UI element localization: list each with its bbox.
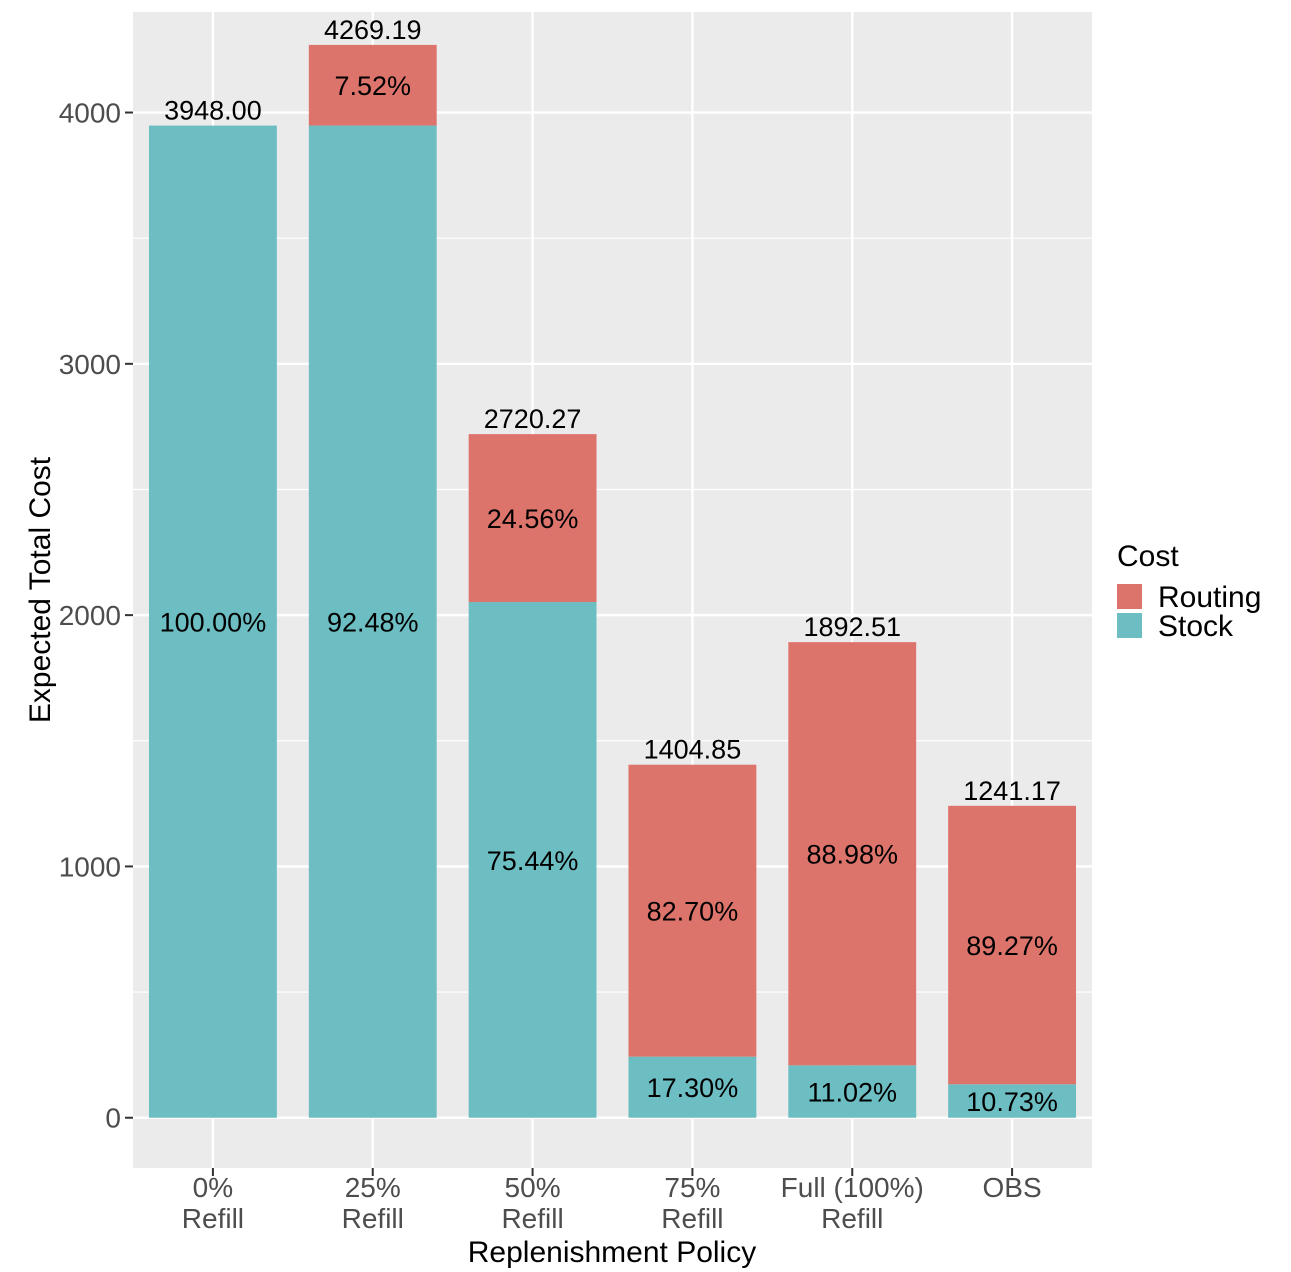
bar-routing [308, 44, 437, 126]
total-label: 1404.85 [644, 735, 742, 765]
bar-routing [628, 764, 757, 1057]
y-axis: 0 1000 2000 3000 4000 [59, 98, 133, 1134]
pct-label-routing: 24.56% [487, 504, 579, 534]
pct-label-routing: 82.70% [647, 897, 739, 927]
pct-label-stock: 100.00% [160, 608, 267, 638]
y-axis-title: Expected Total Cost [24, 456, 57, 723]
bar-stock [148, 125, 277, 1118]
legend-key-stock [1117, 613, 1142, 638]
x-tick-label: Refill [501, 1203, 563, 1234]
x-tick-label: 50% [505, 1172, 561, 1203]
bar-stock [308, 125, 437, 1118]
x-axis-title: Replenishment Policy [468, 1236, 756, 1269]
x-tick-label: 25% [345, 1172, 401, 1203]
pct-label-stock: 75.44% [487, 846, 579, 876]
total-label: 2720.27 [484, 404, 582, 434]
legend-title: Cost [1117, 540, 1179, 573]
pct-label-stock: 10.73% [966, 1087, 1058, 1117]
y-tick-label: 2000 [59, 600, 121, 631]
pct-label-routing: 88.98% [806, 840, 898, 870]
bar-routing [468, 434, 597, 603]
total-label: 1241.17 [963, 776, 1061, 806]
grid-minor [133, 237, 1092, 993]
total-label: 1892.51 [803, 612, 901, 642]
bar-stock [948, 1084, 1077, 1118]
y-tick-label: 1000 [59, 851, 121, 882]
x-tick-label: Refill [821, 1203, 883, 1234]
y-tick-label: 4000 [59, 98, 121, 129]
bar-labels: 3948.00 100.00% 4269.19 92.48% 7.52% 2720.27 7… [160, 15, 1061, 1117]
legend-label-routing: Routing [1158, 581, 1261, 614]
x-tick-label: Refill [182, 1203, 244, 1234]
bar-stock [628, 1056, 757, 1118]
legend-label-stock: Stock [1158, 610, 1234, 643]
pct-label-stock: 11.02% [807, 1078, 897, 1108]
bar-stock [788, 1065, 917, 1118]
bar-stock [468, 602, 597, 1118]
x-tick-label: 0% [193, 1172, 233, 1203]
plot-panel [133, 12, 1092, 1168]
bars [148, 44, 1077, 1118]
total-label: 3948.00 [164, 96, 262, 126]
pct-label-stock: 17.30% [647, 1073, 739, 1103]
legend-key-routing [1117, 584, 1142, 609]
x-tick-label: OBS [983, 1172, 1042, 1203]
x-tick-label: Full (100%) [781, 1172, 924, 1203]
total-label: 4269.19 [324, 15, 422, 45]
bar-routing [788, 642, 917, 1066]
y-tick-label: 3000 [59, 349, 121, 380]
bar-routing [948, 805, 1077, 1085]
pct-label-routing: 7.52% [334, 71, 411, 101]
x-tick-label: 75% [664, 1172, 720, 1203]
x-tick-label: Refill [661, 1203, 723, 1234]
pct-label-stock: 92.48% [327, 608, 419, 638]
x-axis: 0%Refill25%Refill50%Refill75%RefillFull … [182, 1168, 1042, 1234]
pct-label-routing: 89.27% [966, 931, 1058, 961]
x-tick-label: Refill [342, 1203, 404, 1234]
y-tick-label: 0 [105, 1103, 121, 1134]
